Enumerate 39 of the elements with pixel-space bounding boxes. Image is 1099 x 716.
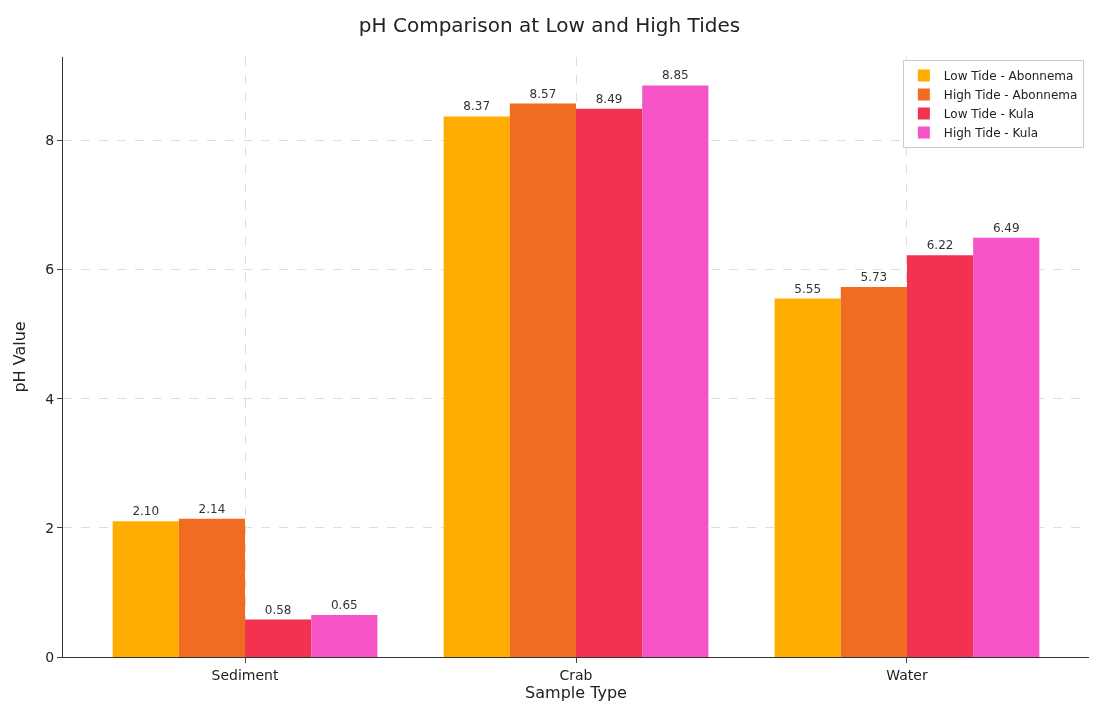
chart-title: pH Comparison at Low and High Tides: [358, 12, 741, 37]
data-label: 0.65: [330, 598, 358, 613]
data-label: 2.10: [132, 504, 160, 519]
data-label: 8.37: [463, 99, 491, 114]
data-label: 8.57: [529, 86, 557, 101]
bar: [311, 615, 378, 657]
data-label: 6.49: [992, 220, 1020, 235]
bar: [112, 521, 179, 657]
bar: [576, 108, 643, 657]
bar: [509, 103, 576, 657]
bar: [973, 237, 1040, 657]
x-tick-label: Sediment: [211, 666, 279, 683]
legend-label: High Tide - Kula: [943, 126, 1039, 141]
data-label: 6.22: [926, 238, 954, 253]
data-label: 2.14: [198, 501, 226, 516]
y-tick-label: 2: [45, 519, 55, 536]
x-axis-title: Sample Type: [525, 682, 627, 702]
y-tick-label: 8: [45, 132, 55, 149]
data-label: 5.55: [794, 281, 822, 296]
x-tick-label: Water: [886, 666, 928, 683]
bar: [840, 286, 907, 657]
legend-label: Low Tide - Abonnema: [943, 69, 1074, 84]
y-axis-title: pH Value: [10, 321, 30, 393]
bar: [178, 518, 246, 657]
data-label: 8.85: [661, 68, 689, 83]
data-label: 5.73: [860, 269, 888, 284]
bar: [906, 255, 974, 657]
bar: [245, 619, 312, 657]
bar: [443, 116, 510, 657]
legend-label: Low Tide - Kula: [943, 107, 1035, 122]
y-tick-label: 0: [45, 648, 55, 665]
y-tick-label: 6: [45, 261, 55, 278]
bar: [774, 298, 841, 657]
bar: [642, 85, 709, 657]
x-tick-label: Crab: [559, 666, 593, 683]
y-tick-label: 4: [45, 390, 55, 407]
data-label: 0.58: [264, 602, 292, 617]
legend-label: High Tide - Abonnema: [943, 88, 1078, 103]
data-label: 8.49: [595, 91, 623, 106]
